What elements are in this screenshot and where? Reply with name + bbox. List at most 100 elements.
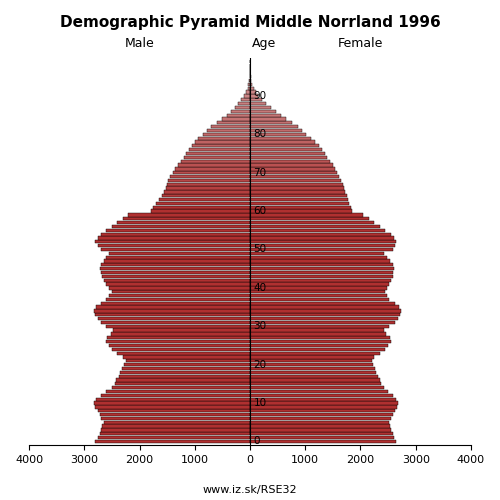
- Bar: [101, 248, 250, 251]
- Bar: [250, 194, 346, 198]
- Bar: [250, 356, 374, 358]
- Bar: [159, 198, 250, 201]
- Bar: [250, 386, 384, 390]
- Text: 30: 30: [254, 322, 266, 332]
- Bar: [250, 90, 256, 94]
- Bar: [250, 244, 394, 248]
- Bar: [96, 398, 250, 401]
- Bar: [234, 106, 250, 109]
- Bar: [246, 90, 250, 94]
- Bar: [250, 260, 390, 262]
- Bar: [112, 290, 250, 294]
- Bar: [104, 260, 250, 262]
- Bar: [114, 382, 250, 386]
- Bar: [250, 83, 252, 86]
- Bar: [250, 202, 350, 205]
- Bar: [250, 336, 390, 340]
- Bar: [164, 190, 250, 194]
- Bar: [250, 332, 386, 336]
- Bar: [250, 394, 392, 397]
- Bar: [222, 118, 250, 120]
- Bar: [250, 79, 252, 82]
- Bar: [250, 271, 393, 274]
- Bar: [109, 286, 250, 290]
- Bar: [250, 206, 350, 209]
- Bar: [94, 310, 250, 312]
- Bar: [106, 390, 250, 393]
- Bar: [250, 140, 315, 143]
- Bar: [124, 363, 250, 366]
- Bar: [250, 148, 322, 152]
- Bar: [96, 406, 250, 408]
- Bar: [101, 394, 250, 397]
- Bar: [250, 225, 380, 228]
- Bar: [101, 271, 250, 274]
- Bar: [250, 118, 286, 120]
- Bar: [250, 274, 392, 278]
- Bar: [101, 302, 250, 305]
- Bar: [176, 168, 250, 170]
- Bar: [250, 156, 328, 159]
- Bar: [195, 140, 250, 143]
- Bar: [106, 324, 250, 328]
- Bar: [106, 282, 250, 286]
- Bar: [250, 413, 393, 416]
- Text: 20: 20: [254, 360, 266, 370]
- Bar: [118, 374, 250, 378]
- Bar: [207, 129, 250, 132]
- Bar: [250, 114, 281, 117]
- Bar: [244, 94, 250, 98]
- Bar: [250, 152, 325, 155]
- Bar: [172, 171, 250, 174]
- Bar: [250, 190, 345, 194]
- Bar: [250, 125, 298, 128]
- Bar: [111, 332, 250, 336]
- Bar: [250, 340, 391, 344]
- Bar: [250, 278, 392, 282]
- Bar: [250, 290, 385, 294]
- Bar: [98, 317, 250, 320]
- Bar: [150, 210, 250, 212]
- Bar: [101, 232, 250, 236]
- Bar: [250, 267, 394, 270]
- Bar: [156, 202, 250, 205]
- Bar: [109, 344, 250, 347]
- Bar: [250, 310, 401, 312]
- Bar: [250, 221, 374, 224]
- Bar: [250, 160, 330, 163]
- Title: Demographic Pyramid Middle Norrland 1996: Demographic Pyramid Middle Norrland 1996: [60, 15, 440, 30]
- Bar: [250, 382, 382, 386]
- Text: 40: 40: [254, 283, 266, 293]
- Text: 70: 70: [254, 168, 266, 177]
- Bar: [101, 428, 250, 432]
- Text: 80: 80: [254, 130, 266, 140]
- Bar: [250, 298, 389, 301]
- Bar: [250, 217, 369, 220]
- Bar: [112, 386, 250, 390]
- Bar: [96, 313, 250, 316]
- Bar: [168, 179, 250, 182]
- Bar: [122, 367, 250, 370]
- Bar: [104, 278, 250, 282]
- Bar: [98, 236, 250, 240]
- Bar: [123, 217, 250, 220]
- Bar: [101, 417, 250, 420]
- Bar: [250, 240, 396, 244]
- Bar: [184, 156, 250, 159]
- Bar: [192, 144, 250, 148]
- Bar: [94, 402, 250, 404]
- Bar: [167, 182, 250, 186]
- Bar: [250, 232, 391, 236]
- Bar: [120, 370, 250, 374]
- Bar: [154, 206, 250, 209]
- Bar: [166, 186, 250, 190]
- Bar: [170, 175, 250, 178]
- Bar: [250, 182, 343, 186]
- Bar: [250, 252, 384, 255]
- Bar: [112, 348, 250, 351]
- Bar: [126, 359, 250, 362]
- Bar: [109, 294, 250, 297]
- Bar: [250, 228, 386, 232]
- Bar: [113, 328, 250, 332]
- Bar: [96, 440, 250, 443]
